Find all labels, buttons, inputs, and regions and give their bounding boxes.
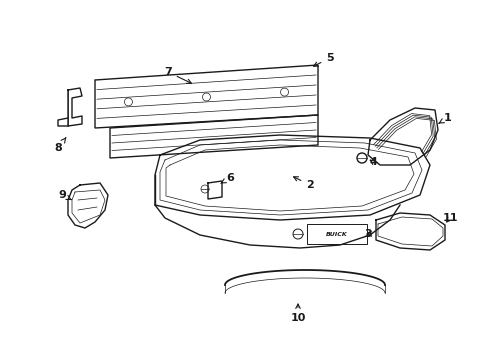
Text: 4: 4 [368, 157, 376, 167]
Text: 1: 1 [438, 113, 451, 123]
Text: 2: 2 [293, 177, 313, 190]
Text: 8: 8 [54, 138, 66, 153]
Text: 9: 9 [58, 190, 71, 200]
Text: BUICK: BUICK [325, 231, 347, 237]
Text: 7: 7 [164, 67, 191, 83]
Text: 5: 5 [313, 53, 333, 66]
Text: 3: 3 [364, 229, 371, 239]
Text: 6: 6 [221, 173, 233, 183]
Text: 10: 10 [290, 304, 305, 323]
FancyBboxPatch shape [306, 224, 366, 244]
Text: 11: 11 [441, 213, 457, 223]
